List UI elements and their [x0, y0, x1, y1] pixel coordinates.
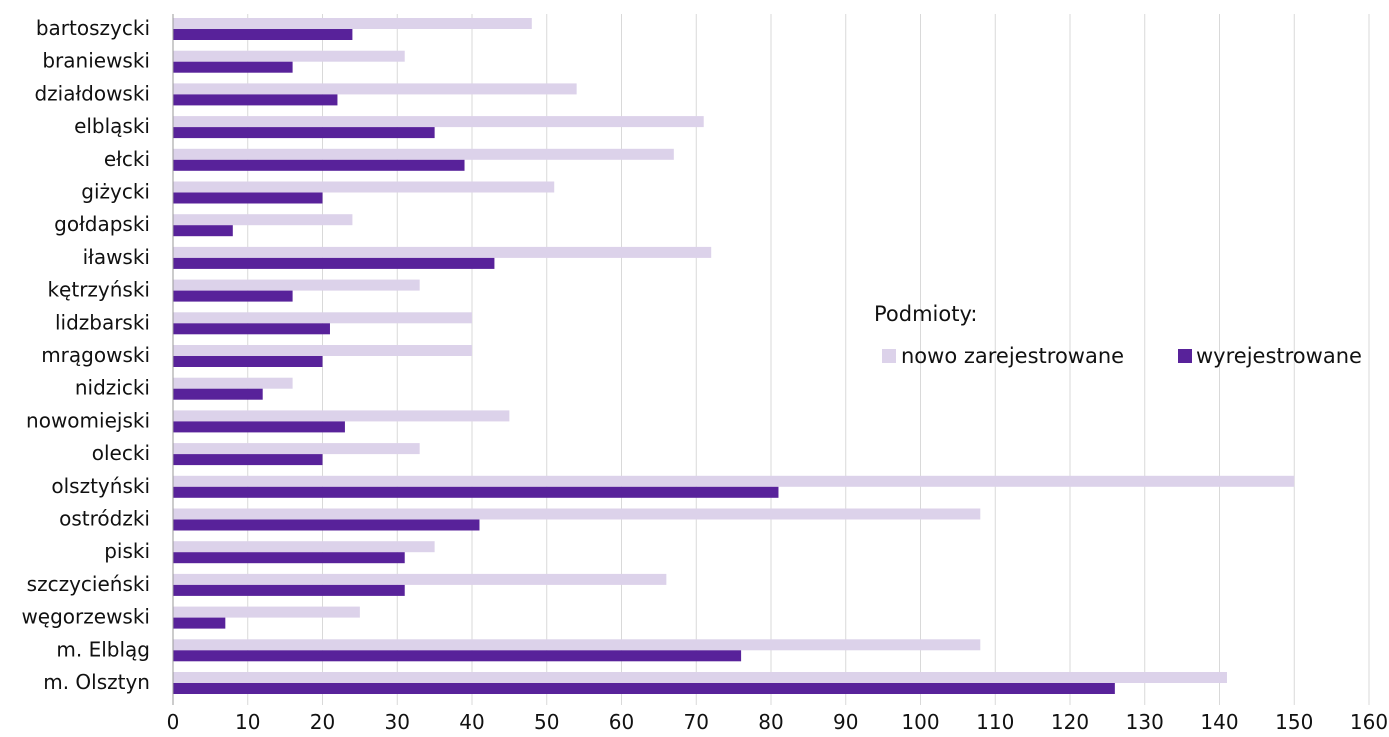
- category-label: piski: [104, 539, 150, 563]
- category-labels: bartoszycki braniewski działdowski elbląski…: [21, 16, 150, 694]
- bar-wyrejestrowane-węgorzewski: [173, 617, 226, 629]
- gridlines: [247, 14, 1370, 705]
- x-tick-label: 50: [534, 710, 559, 734]
- category-label: giżycki: [81, 180, 150, 204]
- category-label: szczycieński: [27, 572, 150, 596]
- category-label: olsztyński: [51, 474, 150, 498]
- bar-nowo-zarejestrowane-giżycki: [173, 181, 555, 193]
- bar-wyrejestrowane-elbląski: [173, 127, 435, 139]
- legend-swatch-nowo-zarejestrowane: [882, 349, 896, 363]
- category-label: lidzbarski: [55, 310, 150, 334]
- legend-label-wyrejestrowane: wyrejestrowane: [1196, 344, 1362, 368]
- bar-wyrejestrowane-działdowski: [173, 94, 338, 106]
- x-tick-label: 10: [235, 710, 260, 734]
- bar-nowo-zarejestrowane-elbląski: [173, 116, 704, 128]
- bar-nowo-zarejestrowane-iławski: [173, 246, 712, 258]
- category-label: gołdapski: [54, 212, 150, 236]
- x-tick-label: 160: [1350, 710, 1388, 734]
- bar-nowo-zarejestrowane-piski: [173, 541, 435, 553]
- bar-nowo-zarejestrowane-bartoszycki: [173, 18, 532, 29]
- category-label: m. Elbląg: [56, 637, 150, 661]
- bar-nowo-zarejestrowane-działdowski: [173, 83, 577, 95]
- bar-wyrejestrowane-olsztyński: [173, 486, 779, 498]
- category-label: elbląski: [74, 114, 150, 138]
- bar-nowo-zarejestrowane-kętrzyński: [173, 279, 420, 291]
- x-tick-label: 80: [758, 710, 783, 734]
- legend-label-nowo-zarejestrowane: nowo zarejestrowane: [901, 344, 1124, 368]
- bar-nowo-zarejestrowane-olsztyński: [173, 475, 1295, 487]
- bar-nowo-zarejestrowane-ełcki: [173, 148, 674, 160]
- bar-wyrejestrowane-nidzicki: [173, 388, 263, 400]
- bar-nowo-zarejestrowane-mrągowski: [173, 345, 472, 356]
- bars-group: [173, 18, 1295, 694]
- x-tick-labels: 0 10 20 30 40 50 60 70 80 90 100 110 120 130 140 150 160: [167, 710, 1388, 734]
- x-tick-label: 40: [459, 710, 484, 734]
- x-tick-label: 90: [833, 710, 858, 734]
- category-label: braniewski: [42, 49, 150, 73]
- legend: Podmioty: nowo zarejestrowane wyrejestro…: [874, 302, 1362, 368]
- bar-nowo-zarejestrowane-gołdapski: [173, 214, 353, 226]
- bar-wyrejestrowane-mrągowski: [173, 356, 323, 367]
- category-label: ełcki: [104, 147, 150, 171]
- bar-wyrejestrowane-braniewski: [173, 61, 293, 73]
- category-label: iławski: [83, 245, 150, 269]
- x-tick-label: 100: [901, 710, 939, 734]
- bar-nowo-zarejestrowane-m-elbląg: [173, 639, 981, 651]
- bar-nowo-zarejestrowane-szczycieński: [173, 573, 667, 585]
- bar-wyrejestrowane-nowomiejski: [173, 421, 345, 433]
- bar-wyrejestrowane-ostródzki: [173, 519, 480, 531]
- x-tick-label: 150: [1275, 710, 1313, 734]
- bar-wyrejestrowane-kętrzyński: [173, 290, 293, 302]
- x-tick-label: 30: [385, 710, 410, 734]
- category-label: nowomiejski: [26, 408, 150, 432]
- x-tick-label: 60: [609, 710, 634, 734]
- x-tick-label: 0: [167, 710, 180, 734]
- bar-wyrejestrowane-m-elbląg: [173, 650, 742, 662]
- legend-swatch-wyrejestrowane: [1178, 349, 1192, 363]
- bar-nowo-zarejestrowane-lidzbarski: [173, 312, 472, 324]
- category-label: działdowski: [34, 81, 150, 105]
- bar-wyrejestrowane-iławski: [173, 257, 495, 269]
- legend-title: Podmioty:: [874, 302, 977, 326]
- x-tick-label: 130: [1126, 710, 1164, 734]
- x-tick-label: 110: [976, 710, 1014, 734]
- bar-wyrejestrowane-gołdapski: [173, 225, 233, 237]
- category-label: kętrzyński: [47, 278, 150, 302]
- category-label: nidzicki: [75, 376, 150, 400]
- bar-nowo-zarejestrowane-nidzicki: [173, 377, 293, 389]
- bar-wyrejestrowane-szczycieński: [173, 584, 405, 596]
- bar-wyrejestrowane-lidzbarski: [173, 323, 330, 335]
- category-label: m. Olsztyn: [43, 670, 150, 694]
- bar-nowo-zarejestrowane-węgorzewski: [173, 606, 360, 618]
- bar-wyrejestrowane-giżycki: [173, 192, 323, 204]
- category-label: węgorzewski: [21, 605, 150, 629]
- category-label: olecki: [92, 441, 150, 465]
- bar-nowo-zarejestrowane-ostródzki: [173, 508, 981, 520]
- bar-nowo-zarejestrowane-braniewski: [173, 50, 405, 62]
- category-label: bartoszycki: [36, 16, 150, 40]
- bar-wyrejestrowane-ełcki: [173, 159, 465, 171]
- x-tick-label: 70: [684, 710, 709, 734]
- bar-nowo-zarejestrowane-nowomiejski: [173, 410, 510, 422]
- bar-wyrejestrowane-olecki: [173, 454, 323, 466]
- bar-wyrejestrowane-bartoszycki: [173, 29, 353, 40]
- bar-wyrejestrowane-piski: [173, 552, 405, 564]
- bar-wyrejestrowane-m-olsztyn: [173, 683, 1115, 694]
- bar-nowo-zarejestrowane-m-olsztyn: [173, 672, 1227, 683]
- bar-nowo-zarejestrowane-olecki: [173, 443, 420, 455]
- category-label: ostródzki: [59, 507, 150, 531]
- x-tick-label: 140: [1200, 710, 1238, 734]
- x-tick-label: 20: [310, 710, 335, 734]
- x-tick-label: 120: [1051, 710, 1089, 734]
- category-label: mrągowski: [41, 343, 150, 367]
